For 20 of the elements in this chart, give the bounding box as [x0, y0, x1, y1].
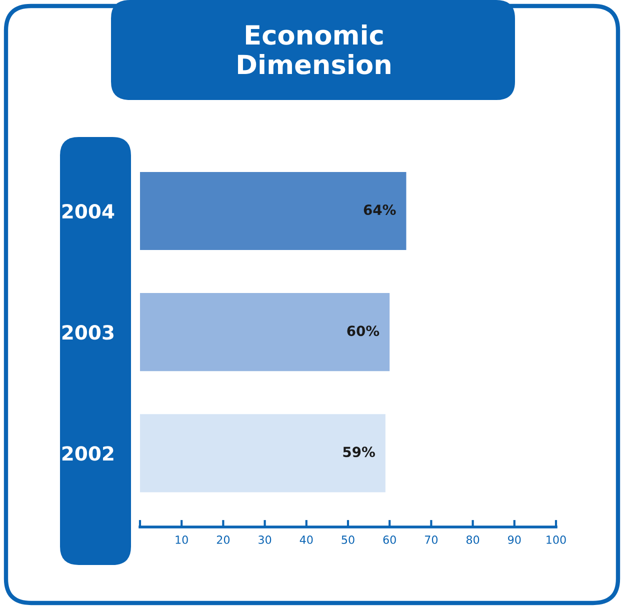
data-label: 64% — [364, 204, 396, 216]
data-label: 59% — [343, 446, 375, 458]
bar — [140, 293, 390, 372]
x-tick-label: 80 — [466, 536, 480, 544]
y-tick-label: 2004 — [62, 204, 114, 219]
x-tick-label: 30 — [258, 536, 272, 544]
x-tick-label: 50 — [342, 536, 354, 544]
x-tick-label: 60 — [383, 536, 396, 544]
bar — [140, 414, 386, 492]
chart-title: Economic Dimension — [238, 24, 390, 74]
x-tick-label: 90 — [508, 536, 521, 544]
bar — [140, 172, 406, 250]
x-tick-label: 10 — [176, 536, 188, 544]
y-tick-label: 2003 — [62, 325, 114, 340]
x-tick-label: 40 — [300, 536, 313, 544]
x-tick-label: 70 — [425, 536, 438, 544]
y-tick-label: 2002 — [62, 446, 114, 461]
x-tick-label: 20 — [216, 536, 230, 544]
x-tick-label: 100 — [546, 536, 566, 544]
data-label: 60% — [347, 326, 380, 336]
